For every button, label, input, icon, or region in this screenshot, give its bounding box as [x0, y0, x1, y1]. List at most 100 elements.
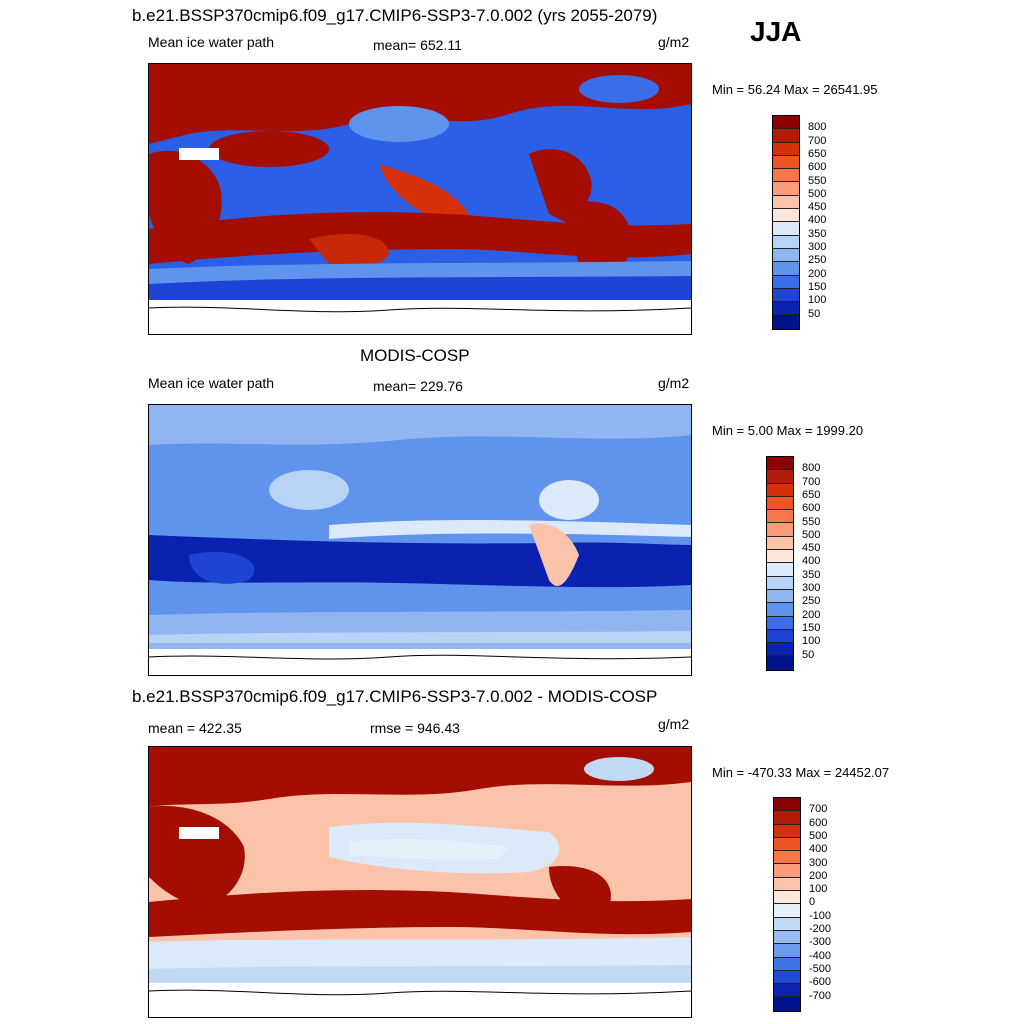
colorbar-tick-label: 700	[802, 475, 821, 488]
colorbar-swatch	[767, 483, 793, 497]
colorbar-swatch	[773, 116, 799, 130]
panel-model-map-svg	[149, 64, 691, 334]
colorbar-tick-label: 100	[802, 635, 821, 648]
panel-obs-minmax: Min = 5.00 Max = 1999.20	[712, 423, 864, 438]
colorbar-swatch	[767, 457, 793, 471]
colorbar-tick-label: 650	[808, 147, 827, 160]
colorbar-swatch	[774, 877, 800, 892]
colorbar-tick-label: 250	[808, 254, 827, 267]
colorbar-swatch	[773, 209, 799, 223]
colorbar-tick-label: 550	[808, 174, 827, 187]
panel-obs-units: g/m2	[658, 375, 690, 391]
panel-diff-minmax: Min = -470.33 Max = 24452.07	[712, 765, 890, 780]
colorbar-tick-label: 600	[809, 816, 828, 829]
colorbar-tick-label: 200	[802, 608, 821, 621]
panel-diff-units: g/m2	[658, 716, 690, 732]
panel-obs-mean: mean= 229.76	[373, 378, 463, 394]
panel-model-variable-label: Mean ice water path	[148, 34, 275, 50]
colorbar-swatch	[767, 536, 793, 551]
colorbar-tick-label: 50	[802, 648, 815, 661]
colorbar-swatch	[774, 930, 800, 945]
panel-model-minmax: Min = 56.24 Max = 26541.95	[712, 82, 878, 97]
colorbar-swatch	[774, 904, 800, 918]
colorbar-tick-label: 150	[802, 621, 821, 634]
colorbar-swatch	[767, 656, 793, 670]
colorbar-swatch	[773, 182, 799, 196]
colorbar-swatch	[767, 603, 793, 617]
colorbar-tick-label: 700	[808, 134, 827, 147]
panel-diff-title: b.e21.BSSP370cmip6.f09_g17.CMIP6-SSP3-7.…	[132, 687, 658, 706]
colorbar-swatch	[774, 824, 800, 838]
colorbar-swatch	[767, 550, 793, 564]
colorbar-swatch	[774, 984, 800, 998]
colorbar-tick-label: 450	[802, 542, 821, 555]
panel-diff-map-svg	[149, 747, 691, 1017]
colorbar-swatch	[773, 195, 799, 210]
colorbar-swatch	[767, 496, 793, 511]
colorbar-tick-label: 600	[802, 502, 821, 515]
colorbar-tick-label: 550	[802, 515, 821, 528]
colorbar-tick-label: 700	[809, 803, 828, 816]
colorbar-tick-label: -600	[809, 976, 832, 989]
colorbar-swatch	[774, 917, 800, 931]
colorbar-swatch	[774, 798, 800, 812]
colorbar-tick-label: 400	[809, 843, 828, 856]
panel-obs-map-svg	[149, 405, 691, 675]
colorbar-tick-label: -100	[809, 909, 832, 922]
colorbar-tick-label: 300	[809, 856, 828, 869]
colorbar-tick-label: 100	[809, 883, 828, 896]
colorbar-swatch	[773, 129, 799, 143]
season-label: JJA	[750, 16, 802, 47]
colorbar-swatch	[767, 510, 793, 524]
colorbar-tick-label: -300	[809, 936, 832, 949]
colorbar-swatch	[773, 248, 799, 263]
panel-obs-colorbar-swatches	[766, 456, 794, 671]
colorbar-tick-label: 350	[808, 227, 827, 240]
colorbar-swatch	[767, 576, 793, 590]
colorbar-swatch	[774, 970, 800, 985]
colorbar-swatch	[767, 470, 793, 484]
colorbar-swatch	[773, 235, 799, 249]
panel-obs-map	[148, 404, 692, 676]
colorbar-tick-label: -500	[809, 962, 832, 975]
colorbar-swatch	[767, 629, 793, 644]
colorbar-swatch	[773, 275, 799, 289]
colorbar-swatch	[774, 811, 800, 825]
panel-obs-variable-label: Mean ice water path	[148, 375, 275, 391]
panel-diff-map	[148, 746, 692, 1018]
colorbar-tick-label: 350	[802, 568, 821, 581]
colorbar-swatch	[773, 142, 799, 156]
colorbar-tick-label: 400	[802, 555, 821, 568]
colorbar-swatch	[774, 891, 800, 905]
colorbar-tick-label: 100	[808, 294, 827, 307]
colorbar-swatch	[774, 957, 800, 971]
panel-diff-colorbar-swatches	[773, 797, 801, 1012]
colorbar-swatch	[773, 315, 799, 329]
panel-model-mean: mean= 652.11	[373, 37, 462, 53]
colorbar-tick-label: 450	[808, 201, 827, 214]
colorbar-tick-label: 200	[809, 869, 828, 882]
colorbar-swatch	[774, 851, 800, 865]
panel-model-units: g/m2	[658, 34, 690, 50]
panel-diff-rmse: rmse = 946.43	[370, 720, 460, 736]
colorbar-tick-label: 300	[808, 241, 827, 253]
colorbar-tick-label: 600	[808, 161, 827, 174]
colorbar-swatch	[774, 944, 800, 958]
colorbar-tick-label: 0	[809, 896, 816, 909]
colorbar-tick-label: -200	[809, 923, 832, 935]
colorbar-swatch	[773, 262, 799, 276]
colorbar-tick-label: 250	[802, 595, 821, 608]
colorbar-tick-label: 150	[808, 280, 827, 293]
panel-model-title: b.e21.BSSP370cmip6.f09_g17.CMIP6-SSP3-7.…	[132, 6, 658, 25]
colorbar-swatch	[774, 864, 800, 878]
panel-obs-title: MODIS-COSP	[360, 346, 470, 365]
colorbar-swatch	[767, 643, 793, 657]
panel-model-colorbar-swatches	[772, 115, 800, 330]
colorbar-swatch	[767, 563, 793, 577]
colorbar-swatch	[774, 837, 800, 852]
colorbar-swatch	[773, 302, 799, 316]
colorbar-tick-label: -400	[809, 949, 832, 962]
colorbar-swatch	[773, 169, 799, 183]
colorbar-swatch	[767, 616, 793, 630]
colorbar-tick-label: 800	[802, 462, 821, 475]
